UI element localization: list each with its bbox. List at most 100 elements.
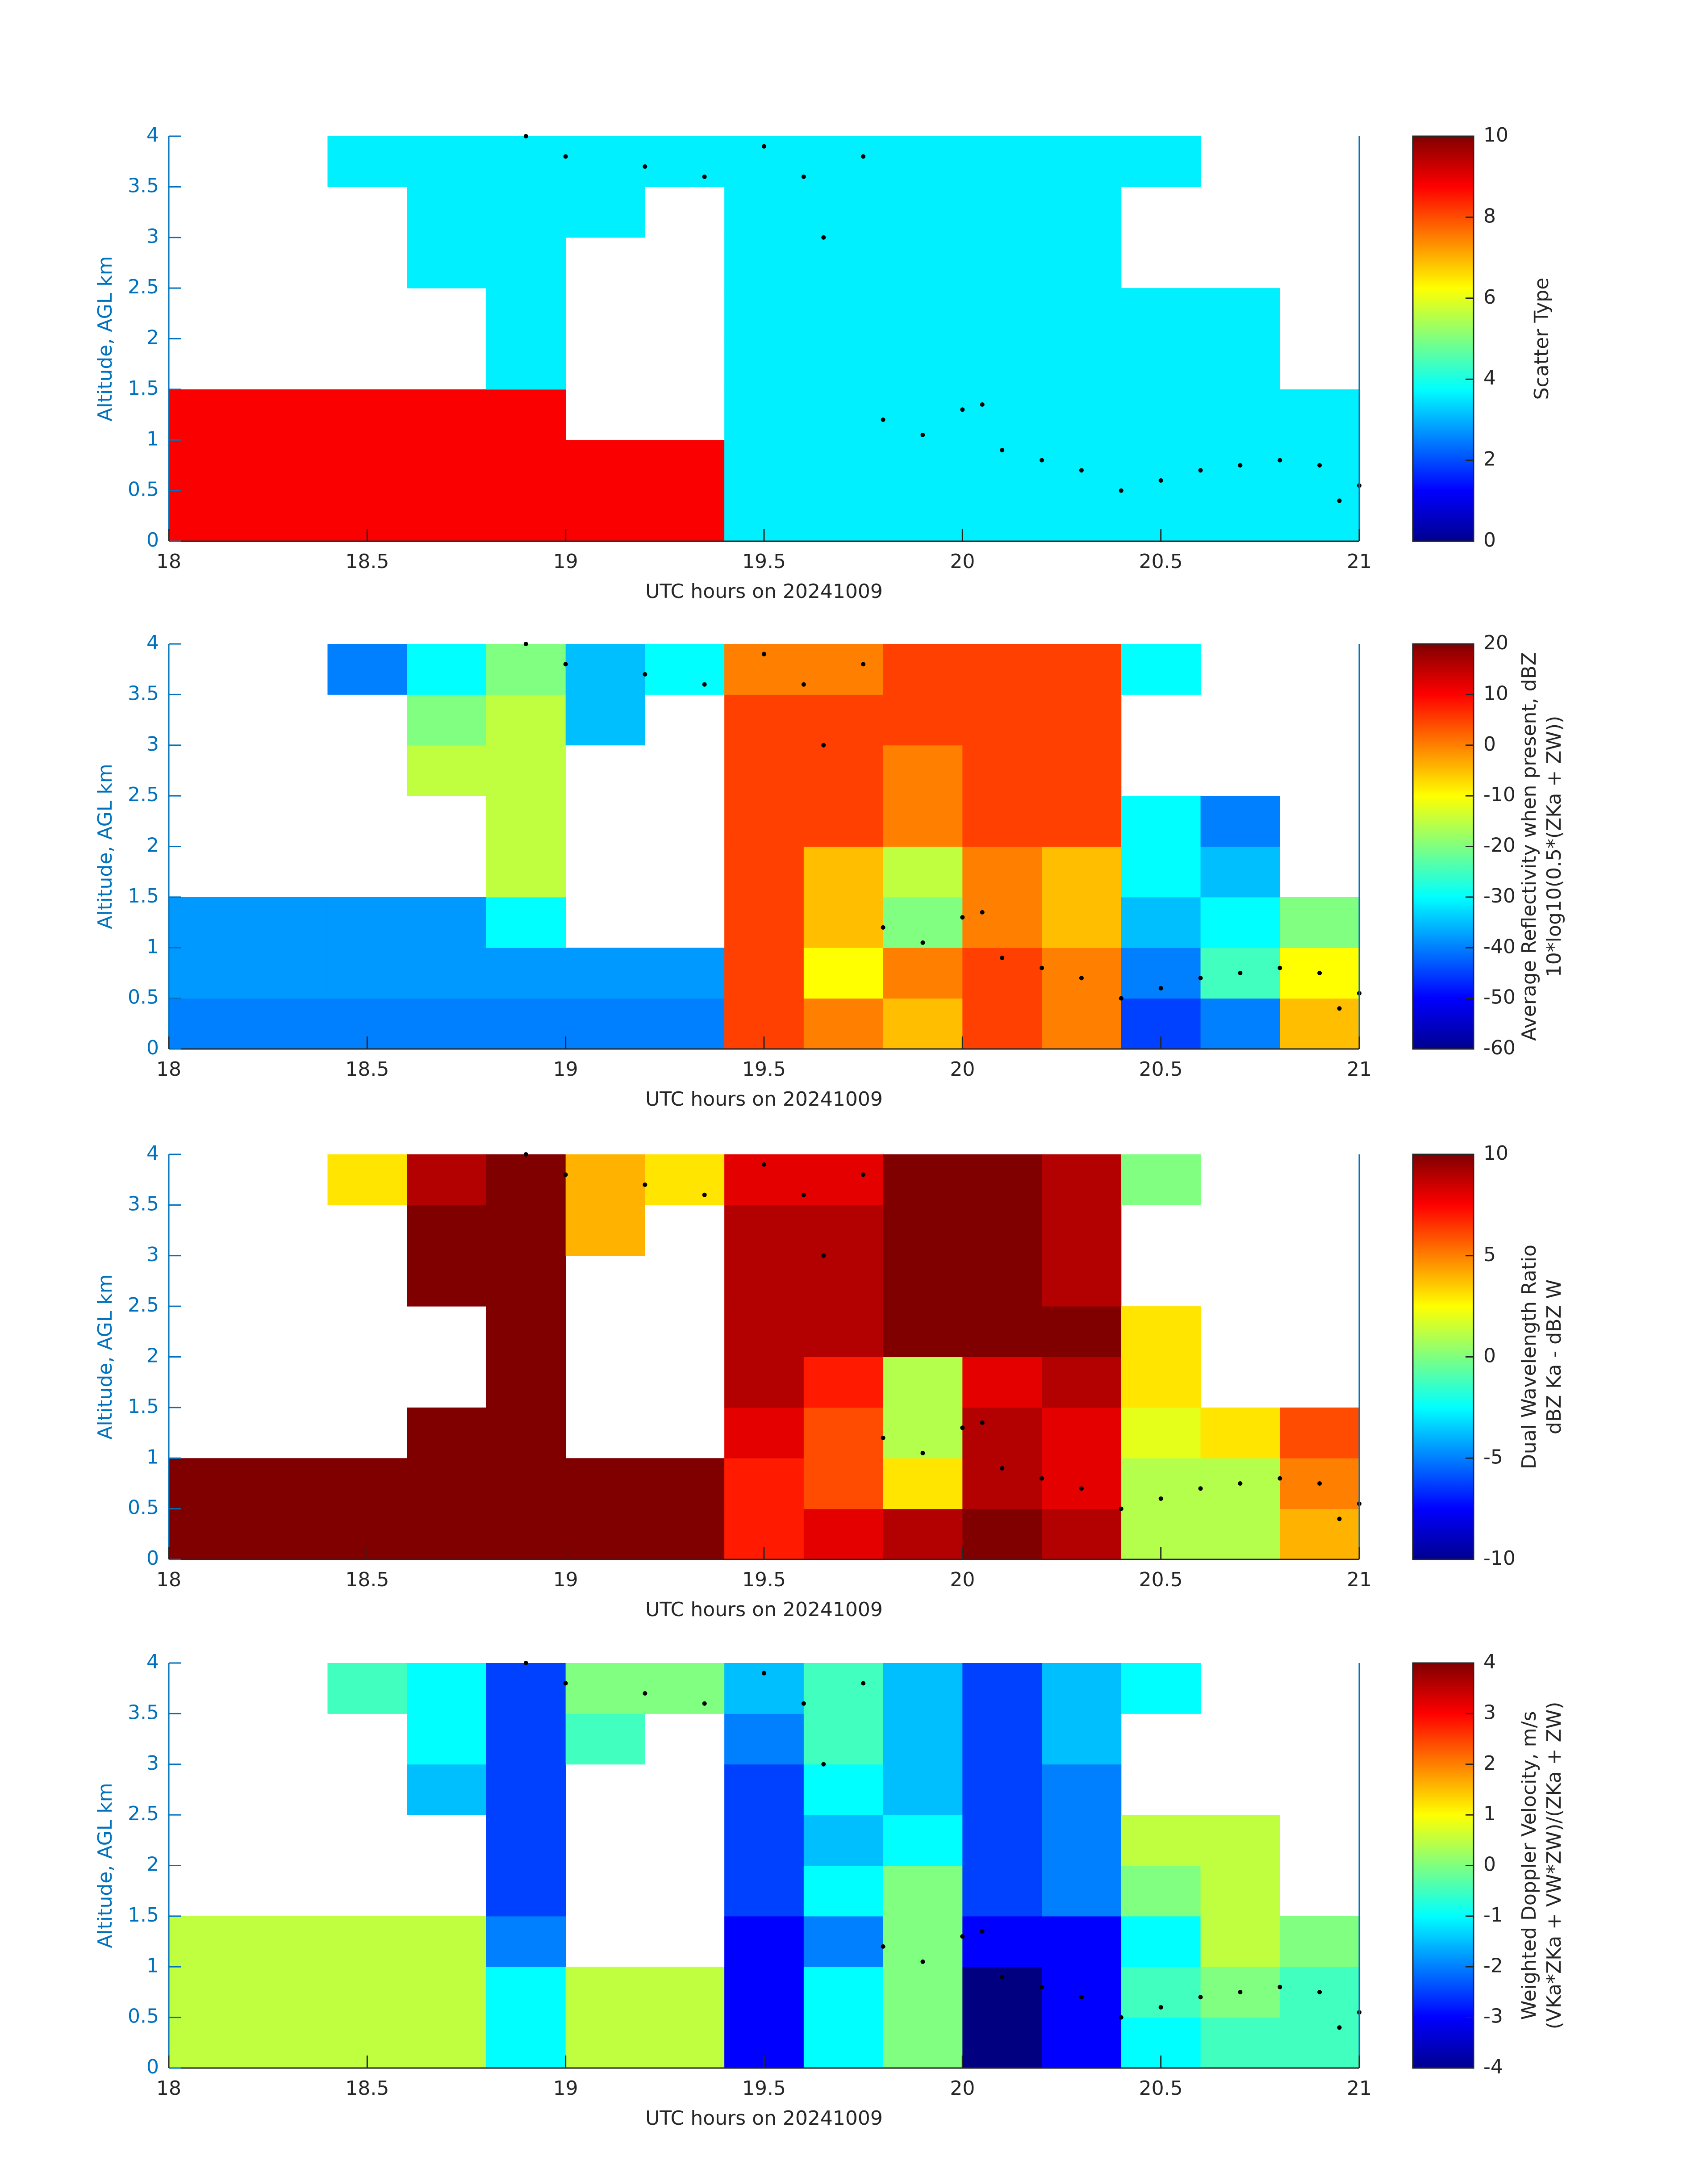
x-tick-label: 20 [950, 550, 975, 573]
cell [724, 1663, 804, 1714]
cell [565, 440, 645, 491]
cell [248, 948, 328, 999]
cell [407, 237, 487, 288]
cell [248, 1458, 328, 1509]
y-axis-label: Altitude, AGL km [94, 764, 117, 929]
point [1278, 458, 1282, 463]
x-tick-label: 18 [156, 2077, 181, 2100]
cell [1121, 1458, 1201, 1509]
cell [803, 1407, 884, 1458]
colorbar-tick-label: -30 [1483, 885, 1516, 907]
y-tick-label: 0 [146, 1547, 159, 1570]
colorbar-tick-label: -40 [1483, 935, 1516, 958]
cell [883, 1815, 963, 1866]
x-tick-label: 20.5 [1139, 1568, 1183, 1591]
cell [327, 644, 407, 695]
cell [962, 1407, 1042, 1458]
x-tick-label: 18 [156, 1568, 181, 1591]
cell [1042, 187, 1122, 238]
x-tick-label: 19.5 [742, 2077, 786, 2100]
x-tick-label: 19.5 [742, 1568, 786, 1591]
cell [169, 440, 249, 491]
cell [1280, 897, 1360, 948]
cell [407, 998, 487, 1049]
colorbar [1412, 135, 1474, 542]
cell [724, 1865, 804, 1917]
cell [962, 1255, 1042, 1307]
x-axis-label: UTC hours on 20241009 [645, 580, 883, 603]
cell [803, 2017, 884, 2068]
cell [1200, 1815, 1280, 1866]
cell [169, 1967, 249, 2018]
cell [565, 1458, 645, 1509]
cell [1042, 644, 1122, 695]
cell [645, 948, 725, 999]
point [1040, 1985, 1044, 1989]
point [821, 235, 826, 240]
x-axis-label: UTC hours on 20241009 [645, 1088, 883, 1111]
cell [1042, 136, 1122, 187]
cell [803, 1306, 884, 1357]
point [1317, 970, 1322, 975]
colorbar-tick-label: 8 [1483, 205, 1496, 227]
cell [883, 389, 963, 440]
cell [486, 1357, 566, 1408]
cell [169, 1458, 249, 1509]
point [1337, 1006, 1342, 1011]
cell [724, 1154, 804, 1205]
cell [962, 1663, 1042, 1714]
cell [486, 694, 566, 746]
cell [1042, 338, 1122, 390]
point [980, 402, 985, 407]
cell [962, 1306, 1042, 1357]
cell [248, 1916, 328, 1967]
point [960, 915, 965, 920]
cell [724, 1255, 804, 1307]
point [821, 1253, 826, 1258]
y-tick-label: 1 [146, 1446, 159, 1468]
cell [327, 897, 407, 948]
cell [1042, 440, 1122, 491]
x-tick-label: 18.5 [345, 550, 389, 573]
cell [407, 1764, 487, 1815]
point [801, 682, 806, 687]
point [563, 1172, 568, 1177]
point [1337, 2025, 1342, 2030]
cell [883, 745, 963, 796]
cell [565, 136, 645, 187]
cell [724, 745, 804, 796]
cell [486, 440, 566, 491]
y-tick-label: 3 [146, 1243, 159, 1266]
cell [1042, 897, 1122, 948]
cell [1121, 1916, 1201, 1967]
cell [803, 1255, 884, 1307]
point [960, 1934, 965, 1939]
y-tick-label: 2 [146, 834, 159, 857]
cell [724, 1205, 804, 1256]
cell [565, 694, 645, 746]
cell [407, 1255, 487, 1307]
x-tick-label: 18.5 [345, 1058, 389, 1081]
cell [486, 1458, 566, 1509]
cell [248, 1508, 328, 1560]
cell [1121, 1306, 1201, 1357]
cell [1042, 1508, 1122, 1560]
cell [803, 846, 884, 898]
cell [645, 644, 725, 695]
x-tick-label: 20.5 [1139, 550, 1183, 573]
point [1000, 1974, 1005, 1979]
cell [1200, 338, 1280, 390]
colorbar-label: Average Reflectivity when present, dBZ [1518, 652, 1541, 1041]
x-tick-label: 20 [950, 1058, 975, 1081]
cell [486, 1713, 566, 1765]
cell [565, 490, 645, 542]
cell [803, 440, 884, 491]
point [1337, 498, 1342, 503]
cell [645, 136, 725, 187]
colorbar-tick-label: 5 [1483, 1243, 1496, 1266]
cell [962, 897, 1042, 948]
colorbar-label: dBZ Ka - dBZ W [1543, 1279, 1566, 1434]
point [1000, 955, 1005, 960]
x-tick-label: 19 [553, 1058, 578, 1081]
point [1119, 996, 1123, 1001]
